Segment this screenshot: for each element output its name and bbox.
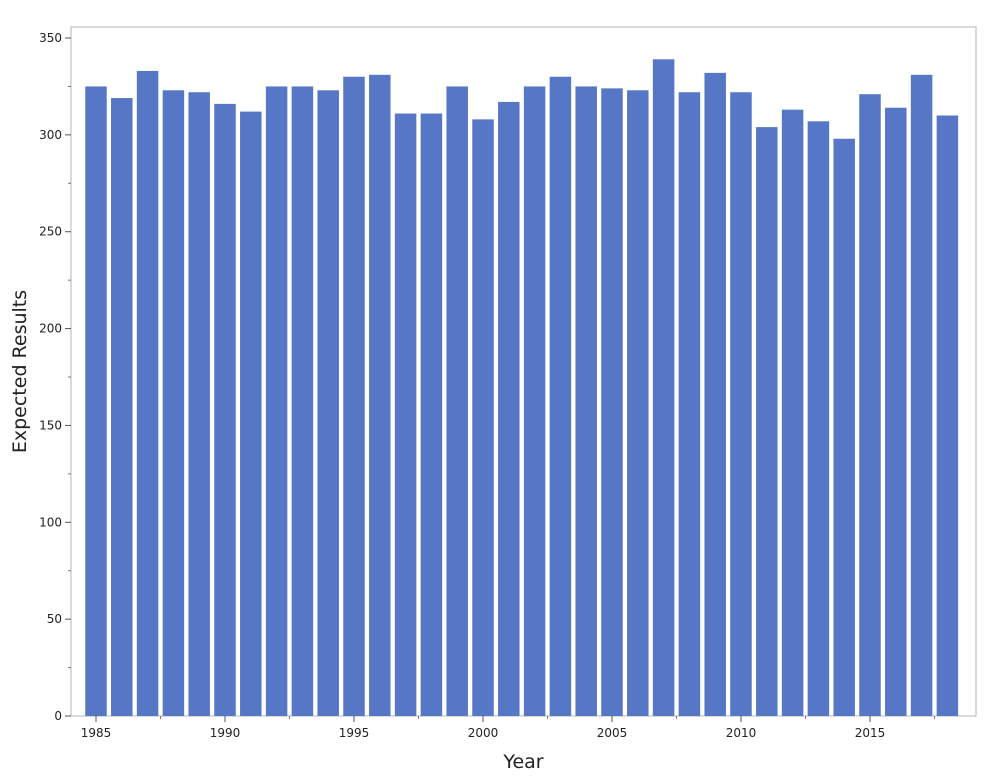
bar-1987 [136, 70, 159, 717]
bar-2012 [781, 109, 804, 717]
bar-1997 [394, 113, 417, 717]
x-tick-label: 2010 [726, 726, 757, 740]
bar-1990 [214, 103, 236, 717]
bar-1993 [291, 86, 314, 717]
bar-2004 [575, 86, 597, 717]
bar-2003 [549, 76, 572, 717]
plot-frame [70, 26, 977, 717]
bar-2007 [652, 59, 675, 717]
bar-1994 [317, 90, 339, 717]
bar-2013 [807, 121, 830, 717]
y-tick-label: 100 [39, 515, 62, 529]
bar-2018 [936, 115, 959, 717]
y-axis-title: Expected Results [9, 290, 31, 453]
bar-2008 [678, 92, 701, 717]
bar-1998 [420, 113, 443, 717]
bar-2011 [756, 127, 778, 717]
y-tick-label: 350 [39, 31, 62, 45]
bar-1991 [240, 111, 262, 717]
y-tick-label: 0 [54, 709, 62, 723]
x-tick-label: 1985 [81, 726, 112, 740]
bar-2014 [833, 138, 855, 717]
bar-2006 [627, 90, 649, 717]
bar-2017 [910, 74, 933, 716]
bar-2005 [601, 88, 623, 717]
bar-1999 [446, 86, 468, 717]
bar-2002 [523, 86, 546, 717]
bar-1995 [343, 76, 365, 717]
bar-2000 [472, 119, 494, 717]
y-tick-label: 50 [47, 612, 62, 626]
x-tick-label: 2000 [468, 726, 499, 740]
bar-2016 [885, 107, 907, 717]
bars-group [85, 59, 959, 717]
x-tick-label: 1995 [339, 726, 370, 740]
y-tick-label: 200 [39, 322, 62, 336]
bar-1986 [111, 98, 133, 717]
bar-2010 [730, 92, 752, 717]
bar-1992 [265, 86, 288, 717]
bar-2009 [704, 72, 726, 717]
x-tick-label: 2015 [855, 726, 886, 740]
bar-1996 [369, 74, 391, 716]
y-tick-label: 150 [39, 418, 62, 432]
y-tick-label: 300 [39, 128, 62, 142]
y-axis: 0 50 100 150 200 250 300 350 [39, 31, 71, 723]
bar-1989 [188, 92, 210, 717]
bar-2015 [859, 94, 881, 717]
x-tick-label: 2005 [597, 726, 628, 740]
y-tick-label: 250 [39, 225, 62, 239]
bar-1985 [85, 86, 107, 717]
bar-2001 [498, 101, 520, 717]
x-axis-title: Year [502, 751, 543, 773]
x-tick-label: 1990 [210, 726, 241, 740]
x-axis: 1985 1990 1995 2000 2005 2010 2015 [81, 716, 935, 740]
bar-1988 [162, 90, 185, 717]
